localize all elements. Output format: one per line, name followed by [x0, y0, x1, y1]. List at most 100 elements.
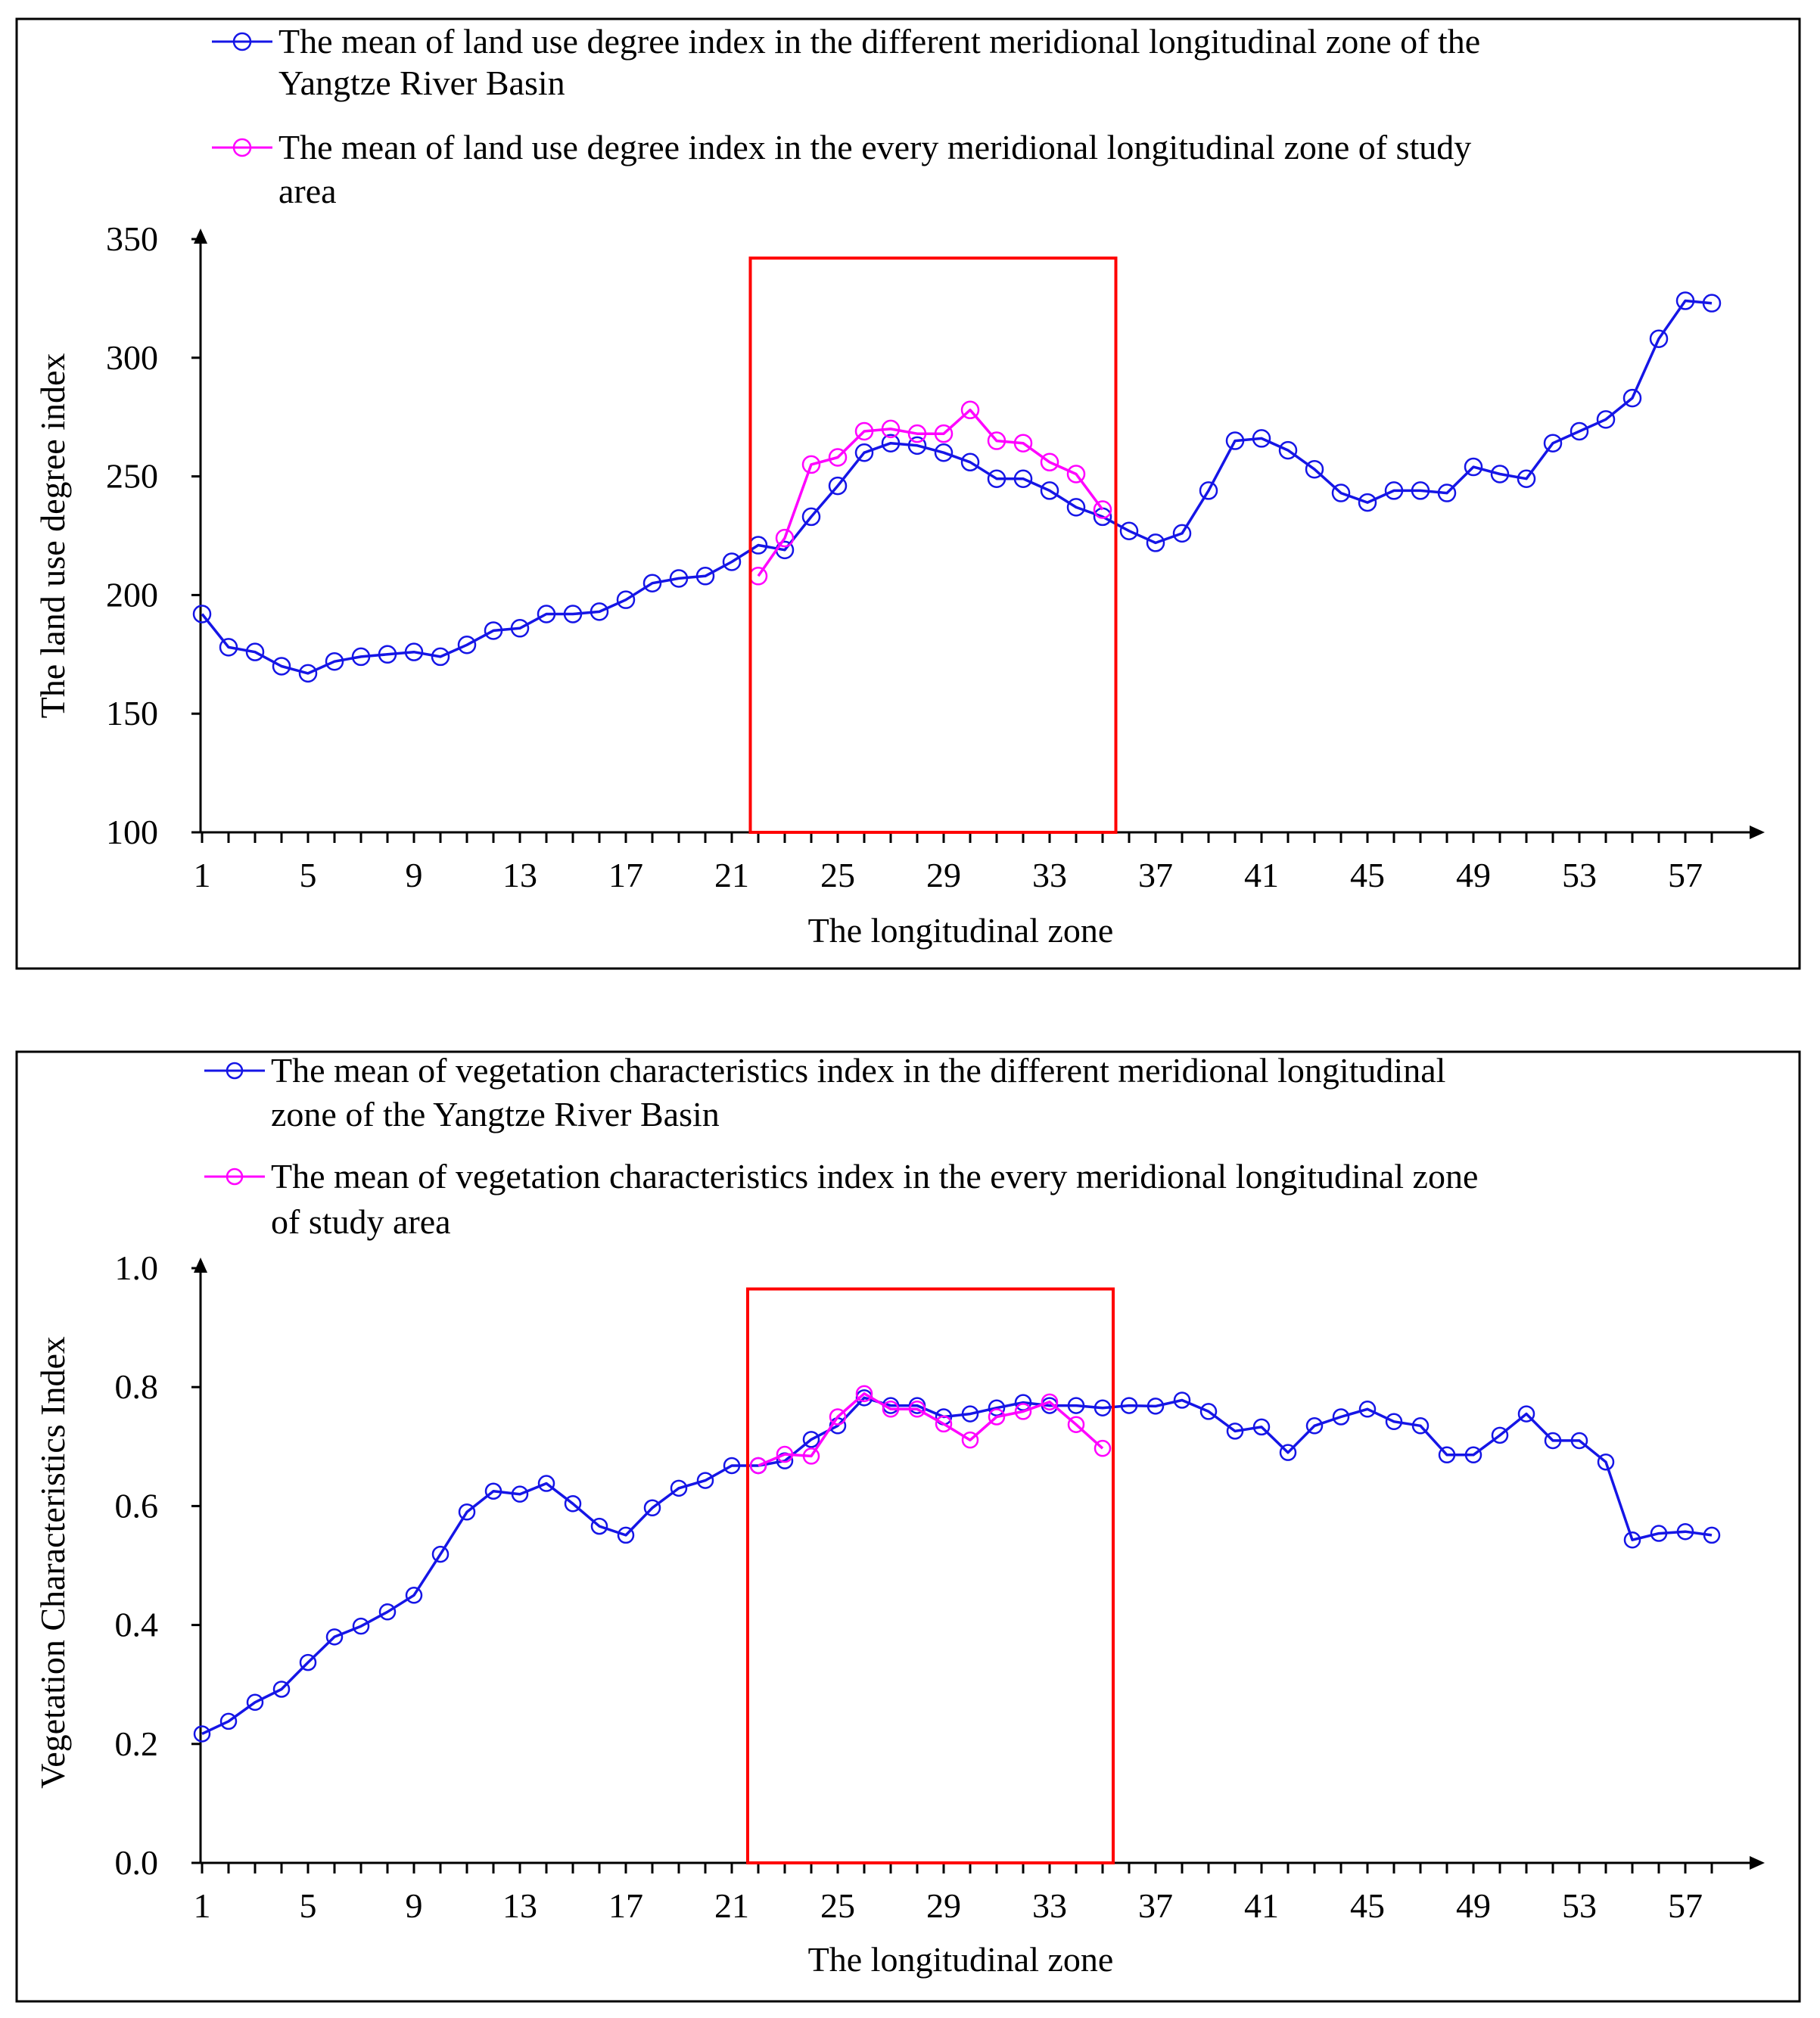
legend-marker — [232, 138, 252, 157]
x-tick-label: 13 — [502, 1886, 537, 1925]
highlight-box — [748, 257, 1118, 834]
highlight-box — [746, 1287, 1115, 1864]
data-point — [378, 645, 397, 664]
data-point — [1199, 481, 1218, 500]
x-tick-label: 33 — [1032, 1886, 1067, 1925]
data-point — [1252, 1418, 1271, 1436]
data-point — [1490, 465, 1510, 484]
series-2 — [749, 1385, 1112, 1475]
x-tick-label: 1 — [194, 1886, 211, 1925]
data-point — [696, 1472, 714, 1489]
data-point — [1173, 1391, 1191, 1409]
data-point — [458, 1503, 476, 1521]
x-tick-label: 53 — [1562, 856, 1597, 894]
data-point — [802, 1447, 820, 1465]
series-2 — [748, 400, 1112, 586]
series-line — [201, 1396, 1713, 1735]
legend-label-line2: of study area — [271, 1202, 451, 1241]
x-tick-label: 45 — [1350, 1886, 1385, 1925]
data-point — [484, 621, 503, 640]
x-tick-label: 13 — [502, 856, 537, 894]
data-point — [378, 1603, 397, 1621]
x-tick-label: 1 — [194, 856, 211, 894]
x-tick-label: 37 — [1138, 1886, 1173, 1925]
data-point — [722, 552, 742, 571]
data-point — [988, 1408, 1006, 1426]
data-point — [351, 647, 371, 667]
data-point — [1172, 524, 1192, 543]
data-point — [1226, 1423, 1244, 1440]
x-tick-label: 33 — [1032, 856, 1067, 894]
x-tick-label: 25 — [820, 1886, 855, 1925]
legend-item-1: The mean of land use degree index in the… — [212, 22, 1480, 102]
x-tick-label: 53 — [1562, 1886, 1597, 1925]
legend-marker — [226, 1168, 244, 1186]
data-point — [1517, 469, 1536, 488]
data-point — [1094, 1399, 1112, 1416]
data-point — [907, 424, 927, 443]
data-point — [272, 657, 291, 676]
x-tick-label: 57 — [1668, 1886, 1703, 1925]
data-point — [1225, 431, 1245, 450]
y-tick-label: 0.6 — [115, 1486, 159, 1525]
data-point — [1067, 1397, 1085, 1414]
data-point — [1517, 1405, 1535, 1423]
y-tick-label: 350 — [106, 219, 158, 258]
data-point — [431, 1545, 450, 1563]
y-tick-label: 0.2 — [115, 1724, 159, 1763]
data-point — [1331, 484, 1351, 502]
x-tick-label: 57 — [1668, 856, 1703, 894]
y-tick-label: 0.4 — [115, 1606, 159, 1644]
data-point — [934, 424, 954, 443]
data-point — [854, 421, 874, 441]
data-point — [1411, 481, 1430, 500]
data-point — [1066, 498, 1086, 517]
y-tick-label: 150 — [106, 694, 158, 732]
data-point — [723, 1457, 741, 1475]
legend-label: The mean of vegetation characteristics i… — [271, 1157, 1478, 1196]
data-point — [642, 574, 662, 592]
legend-label-line2: area — [278, 172, 337, 210]
data-point — [1332, 1408, 1350, 1426]
x-axis-title: The longitudinal zone — [808, 1940, 1114, 1979]
data-point — [907, 436, 927, 456]
data-point — [670, 1479, 688, 1497]
legend-label-line2: Yangtze River Basin — [278, 64, 565, 102]
data-point — [617, 1526, 635, 1544]
legend-label-line2: zone of the Yangtze River Basin — [271, 1095, 720, 1133]
legend-item-1: The mean of vegetation characteristics i… — [204, 1051, 1445, 1133]
data-point — [881, 419, 901, 439]
data-point — [1650, 1525, 1668, 1542]
x-tick-label: 21 — [714, 1886, 749, 1925]
x-tick-label: 25 — [820, 856, 855, 894]
x-tick-label: 49 — [1456, 1886, 1491, 1925]
data-point — [1649, 329, 1669, 348]
x-tick-label: 5 — [300, 1886, 317, 1925]
data-point — [511, 1485, 529, 1503]
y-axis: 0.0 0.2 0.4 0.6 0.8 1.0 — [115, 1248, 207, 1882]
data-point — [537, 605, 556, 623]
x-tick-label: 5 — [300, 856, 317, 894]
data-point — [193, 1725, 211, 1743]
data-point — [510, 619, 530, 638]
x-tick-label: 17 — [608, 1886, 643, 1925]
data-point — [537, 1475, 555, 1492]
y-axis-title: Vegetation Characteristics Index — [33, 1336, 72, 1789]
data-point — [1491, 1426, 1509, 1444]
x-axis-arrow — [1750, 826, 1765, 839]
data-point — [431, 647, 450, 667]
x-tick-label: 21 — [714, 856, 749, 894]
data-point — [616, 590, 636, 609]
data-point — [1570, 421, 1589, 441]
data-point — [1041, 1393, 1059, 1411]
chart-frame — [15, 1050, 1801, 2003]
data-point — [801, 507, 821, 527]
data-point — [1437, 484, 1457, 502]
x-axis-title: The longitudinal zone — [808, 911, 1114, 950]
data-point — [1358, 1401, 1377, 1418]
y-axis: 100 150 200 250 300 350 — [106, 219, 207, 851]
x-tick-label: 49 — [1456, 856, 1491, 894]
data-point — [802, 1431, 820, 1448]
data-point — [854, 443, 874, 462]
